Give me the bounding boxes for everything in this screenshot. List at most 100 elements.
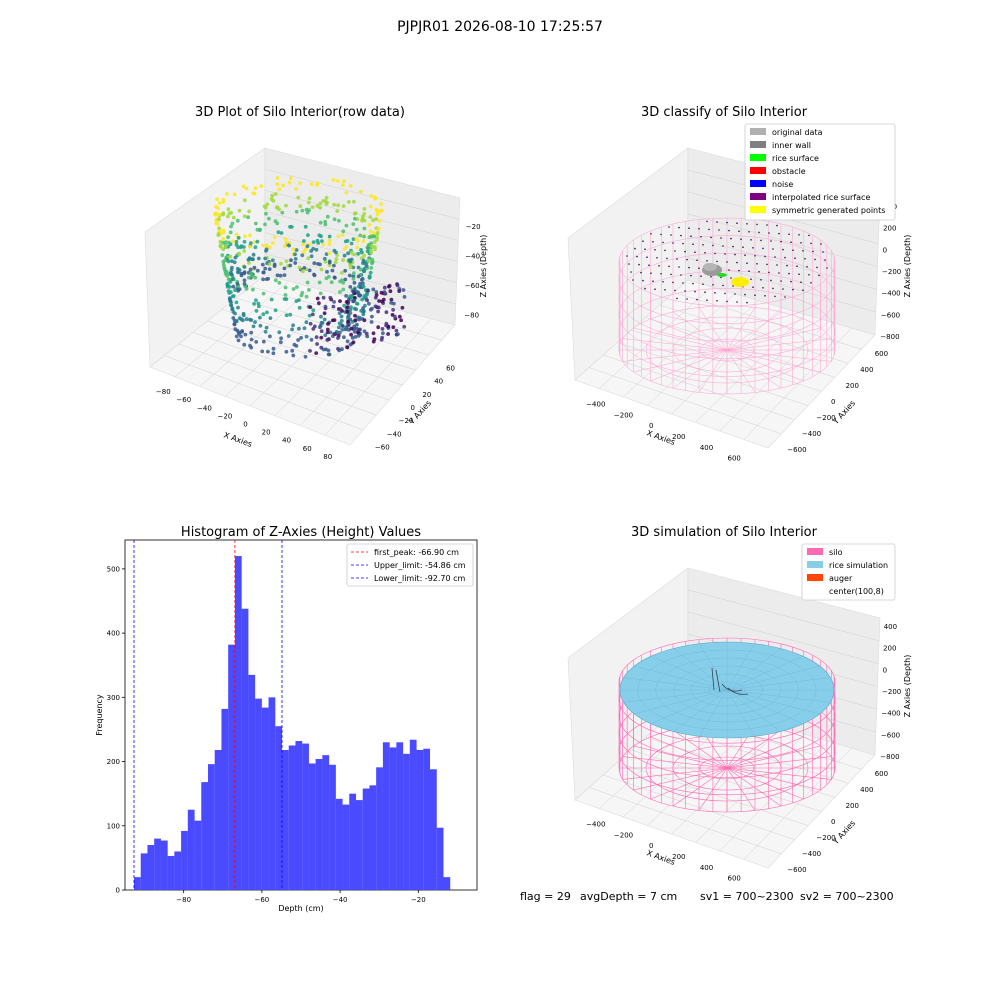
simulation-y-tick-1: −400 [802,850,821,858]
simulation-rice-surface [619,641,835,739]
histogram-bar-1 [140,853,148,890]
simulation-y-tick-0: −600 [787,866,806,874]
classify-legend-label-0: original data [772,128,823,137]
simulation-z-tick-6: 400 [884,623,897,631]
histogram-bar-27 [315,758,323,890]
raw-x-tick-3: −20 [218,412,233,420]
histogram-bar-32 [349,793,357,890]
histogram-bar-45 [436,827,444,890]
sv2-readout: sv2 = 700~2300 [800,890,894,903]
classify-legend-frame [744,123,896,221]
histogram-bar-4 [160,840,168,890]
simulation-x-ticks: −400 −200 0 200 400 600 [586,820,741,882]
simulation-x-tick-0: −400 [586,820,605,828]
raw-z-tick-2: −40 [465,252,480,260]
histogram-bar-46 [443,877,451,890]
histogram-bar-14 [228,644,235,890]
raw-z-ticks: −80 −60 −40 −20 [464,223,480,319]
avg-depth-readout: avgDepth = 7 cm [580,890,677,903]
raw-x-tick-5: 20 [262,429,271,437]
classify-legend-label-4: noise [772,180,793,189]
histogram-bar-15 [234,556,242,890]
histogram-bar-43 [423,748,431,890]
panel-classify-3d: 3D classify of Silo Interior −400 −200 0 20… [567,105,912,463]
classify-x-tick-0: −400 [586,400,605,408]
simulation-z-ticks: −800 −600 −400 −200 0 200 400 [880,623,901,761]
histogram-bar-35 [369,785,377,890]
classify-z-tick-5: 200 [883,225,896,233]
histogram-bar-17 [248,674,256,890]
simulation-legend-label-3: center(100,8) [829,587,884,596]
raw-x-tick-2: −40 [197,404,212,412]
raw-y-tick-5: 40 [434,378,443,386]
simulation-legend-swatch-2 [807,574,823,581]
histogram-y-tick-5: 500 [107,565,120,573]
raw-x-tick-6: 40 [282,437,291,445]
classify-legend-swatch-4 [750,180,766,187]
histogram-bar-41 [409,739,417,890]
raw-floor-pane [149,274,456,446]
simulation-z-tick-1: −600 [881,731,900,739]
histogram-bar-26 [308,763,316,890]
raw-y-tick-2: −20 [399,417,414,425]
histogram-x-ticks: −80 −60 −40 −20 [176,890,426,904]
histogram-legend-frame [346,543,474,587]
classify-z-tick-4: 0 [883,246,887,254]
simulation-x-tick-2: 0 [649,842,653,850]
histogram-bars [134,556,451,890]
classify-x-tick-2: 0 [649,422,653,430]
figure-suptitle: PJPJR01 2026-08-10 17:25:57 [397,19,603,35]
classify-interpolated-surface-points [626,220,828,304]
classify-z-tick-1: −600 [881,311,900,319]
classify-x-tick-4: 400 [700,444,713,452]
simulation-x-tick-1: −200 [614,831,633,839]
histogram-x-tick-2: −40 [333,896,348,904]
histogram-bar-2 [147,845,155,890]
classify-y-tick-3: 0 [831,398,835,406]
simulation-legend: silo rice simulation auger center(100,8) [801,543,896,601]
histogram-x-tick-0: −80 [176,896,191,904]
classify-legend-swatch-2 [750,154,766,161]
histogram-bar-31 [342,804,350,890]
simulation-y-tick-4: 200 [846,802,859,810]
classify-legend-swatch-5 [750,193,766,200]
histogram-bar-3 [154,838,161,890]
classify-x-tick-3: 200 [672,433,685,441]
rice-surface-cluster [717,273,727,277]
classify-legend-swatch-1 [750,141,766,148]
histogram-bar-30 [335,798,343,890]
symmetric-points-cluster [731,277,749,287]
classify-y-tick-0: −600 [787,446,806,454]
histogram-bar-13 [221,708,229,890]
histogram-bar-10 [201,782,209,890]
histogram-bar-11 [207,764,215,890]
simulation-z-tick-4: 0 [883,666,887,674]
histogram-bar-38 [389,747,397,890]
histogram-bar-28 [322,755,330,890]
raw-z-tick-0: −80 [464,311,479,319]
histogram-bar-23 [288,745,296,890]
simulation-z-tick-0: −800 [880,753,899,761]
classify-x-tick-5: 600 [728,455,741,463]
original-data-cluster [703,263,717,271]
classify-y-tick-2: −200 [816,414,835,422]
classify-y-tick-6: 600 [875,350,888,358]
classify-x-tick-1: −200 [614,411,633,419]
histogram-bar-22 [281,750,289,890]
histogram-bar-8 [187,809,195,890]
histogram-bar-37 [382,742,390,890]
classify-z-axis-label: Z Axies (Depth) [903,235,912,298]
simulation-y-tick-3: 0 [831,818,835,826]
simulation-legend-swatch-3 [807,587,823,594]
histogram-bar-29 [329,764,336,890]
histogram-bar-7 [181,830,188,890]
classify-legend: original data inner wall rice surface obsta… [744,123,896,221]
simulation-y-tick-5: 400 [860,786,873,794]
classify-z-tick-3: −200 [882,268,901,276]
histogram-y-tick-0: 0 [116,887,120,895]
histogram-y-tick-4: 400 [107,630,120,638]
histogram-legend-label-0: first_peak: -66.90 cm [374,548,459,557]
classify-floor-pane [574,279,876,449]
sv1-readout: sv1 = 700~2300 [700,890,794,903]
